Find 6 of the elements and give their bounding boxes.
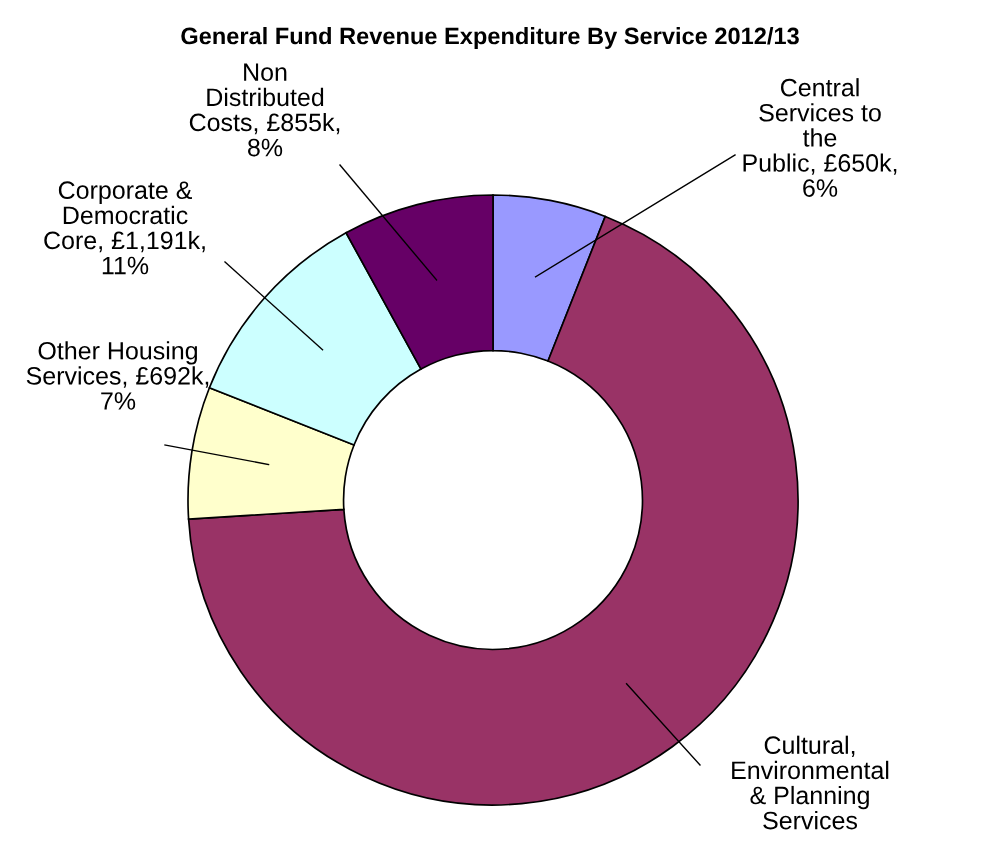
- slice-label: Central Services to the Public, £650k, 6%: [743, 78, 897, 197]
- slice-label: Other Housing Services, £692k, 7%: [26, 341, 209, 410]
- chart-title: General Fund Revenue Expenditure By Service 2012/13: [181, 27, 799, 50]
- slice-label: Non Distributed Costs, £855k, 8%: [189, 63, 340, 157]
- slice-label: Corporate & Democratic Core, £1,191k, 11%: [44, 181, 205, 275]
- slice-label: Cultural, Environmental & Planning Services: [732, 735, 889, 830]
